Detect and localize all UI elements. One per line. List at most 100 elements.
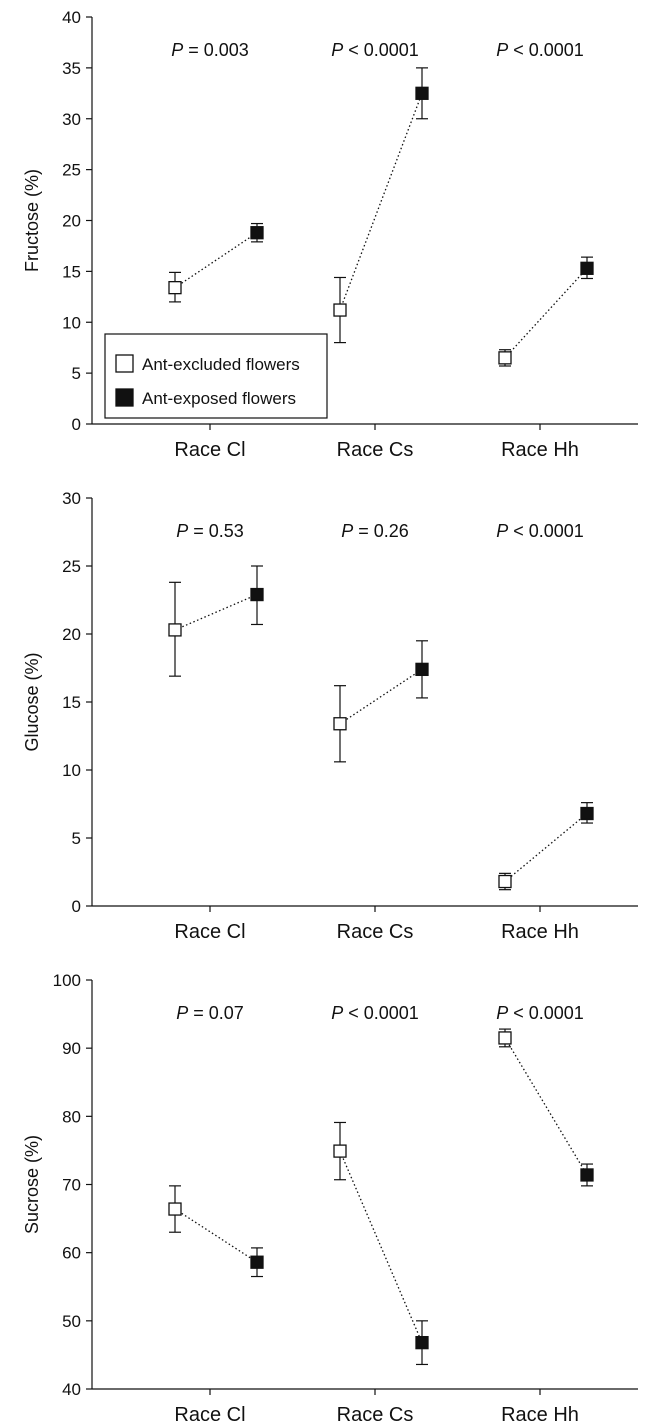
legend-swatch-exposed (115, 388, 134, 407)
marker-excluded (498, 874, 512, 889)
y-tick-label: 90 (62, 1039, 81, 1058)
p-value-symbol: P (176, 521, 188, 541)
connector-line (339, 1150, 423, 1343)
y-tick-label: 25 (62, 557, 81, 576)
series-ant-excluded (168, 581, 512, 891)
x-tick-label: Race Hh (501, 921, 579, 943)
marker-exposed (580, 806, 594, 821)
connector-line (504, 267, 588, 359)
y-axis-label: Sucrose (%) (22, 1135, 42, 1234)
x-tick-label: Race Cl (174, 439, 245, 461)
p-value-annotation: P = 0.26 (341, 521, 409, 541)
marker-excluded (498, 351, 512, 365)
chart-panel-3: 40 50 60 70 80 90 100 Sucrose (%) Race Cl Race Cs… (22, 971, 638, 1422)
p-value-symbol: P (331, 1003, 343, 1023)
p-value-text: = 0.003 (183, 40, 249, 60)
x-tick-label: Race Cs (337, 921, 414, 943)
y-tick-label: 70 (62, 1176, 81, 1195)
y-tick-label: 35 (62, 59, 81, 78)
y-tick-label: 10 (62, 313, 81, 332)
connector-line (174, 232, 258, 289)
y-tick-label: 50 (62, 1312, 81, 1331)
p-value-symbol: P (331, 40, 343, 60)
series-ant-excluded (168, 271, 512, 367)
p-value-text: < 0.0001 (343, 1003, 419, 1023)
marker-excluded (168, 281, 182, 295)
marker-excluded (168, 1202, 182, 1216)
marker-excluded (333, 1144, 347, 1158)
y-tick-label: 20 (62, 625, 81, 644)
y-tick-label: 5 (72, 829, 81, 848)
marker-exposed (415, 662, 429, 677)
marker-excluded (498, 1031, 512, 1045)
x-tick-label: Race Hh (501, 1404, 579, 1422)
p-value-text: < 0.0001 (343, 40, 419, 60)
p-value-symbol: P (171, 40, 183, 60)
p-value-symbol: P (176, 1003, 188, 1023)
marker-exposed (250, 226, 264, 240)
p-value-annotation: P = 0.07 (176, 1003, 244, 1023)
y-tick-label: 15 (62, 693, 81, 712)
marker-excluded (333, 303, 347, 317)
p-value-text: = 0.07 (188, 1003, 244, 1023)
legend: Ant-excluded flowers Ant-exposed flowers (104, 333, 328, 419)
x-tick-label: Race Cl (174, 921, 245, 943)
p-value-text: = 0.26 (353, 521, 409, 541)
y-tick-label: 30 (62, 110, 81, 129)
y-tick-label: 40 (62, 8, 81, 27)
y-tick-label: 30 (62, 489, 81, 508)
connector-line (174, 1208, 258, 1263)
marker-excluded (168, 623, 182, 637)
y-tick-label: 0 (72, 415, 81, 434)
p-value-text: = 0.53 (188, 521, 244, 541)
p-value-text: < 0.0001 (508, 40, 584, 60)
chart-panel-2: 0 5 10 15 20 25 30 Glucose (%) Race Cl Race Cs Rac… (22, 489, 638, 943)
p-value-annotation: P < 0.0001 (496, 40, 584, 60)
connector-line (504, 1037, 588, 1176)
y-tick-label: 15 (62, 262, 81, 281)
legend-label-excluded: Ant-excluded flowers (142, 355, 300, 374)
y-tick-label: 20 (62, 212, 81, 231)
p-value-symbol: P (496, 1003, 508, 1023)
connector-line (504, 813, 588, 883)
p-value-text: < 0.0001 (508, 1003, 584, 1023)
y-tick-label: 60 (62, 1244, 81, 1263)
legend-label-exposed: Ant-exposed flowers (142, 389, 296, 408)
x-tick-label: Race Cl (174, 1404, 245, 1422)
y-axis-label: Fructose (%) (22, 169, 42, 272)
p-value-text: < 0.0001 (508, 521, 584, 541)
y-tick-label: 80 (62, 1107, 81, 1126)
x-tick-label: Race Cs (337, 1404, 414, 1422)
connector-line (339, 93, 423, 311)
marker-exposed (415, 1335, 429, 1350)
marker-exposed (580, 261, 594, 275)
p-value-symbol: P (496, 521, 508, 541)
marker-excluded (333, 717, 347, 731)
y-tick-label: 10 (62, 761, 81, 780)
y-tick-label: 100 (53, 971, 81, 990)
legend-box (104, 333, 328, 419)
p-value-annotation: P = 0.53 (176, 521, 244, 541)
connector-line (174, 593, 258, 631)
p-value-annotation: P < 0.0001 (331, 1003, 419, 1023)
p-value-symbol: P (496, 40, 508, 60)
x-tick-label: Race Hh (501, 439, 579, 461)
p-value-annotation: P < 0.0001 (496, 1003, 584, 1023)
p-value-annotation: P < 0.0001 (331, 40, 419, 60)
series-ant-excluded (168, 1028, 512, 1233)
p-value-annotation: P = 0.003 (171, 40, 249, 60)
connector-line (339, 668, 423, 725)
p-value-symbol: P (341, 521, 353, 541)
y-axis-label: Glucose (%) (22, 652, 42, 751)
marker-exposed (415, 86, 429, 100)
series-ant-exposed (250, 565, 594, 824)
marker-exposed (580, 1168, 594, 1182)
p-value-annotation: P < 0.0001 (496, 521, 584, 541)
chart-panel-1: 0 5 10 15 20 25 30 35 40 Fructose (%) Race Cl Race … (22, 8, 638, 461)
y-tick-label: 40 (62, 1380, 81, 1399)
y-tick-label: 5 (72, 364, 81, 383)
y-tick-label: 25 (62, 161, 81, 180)
legend-swatch-excluded (115, 354, 134, 373)
marker-exposed (250, 587, 264, 602)
